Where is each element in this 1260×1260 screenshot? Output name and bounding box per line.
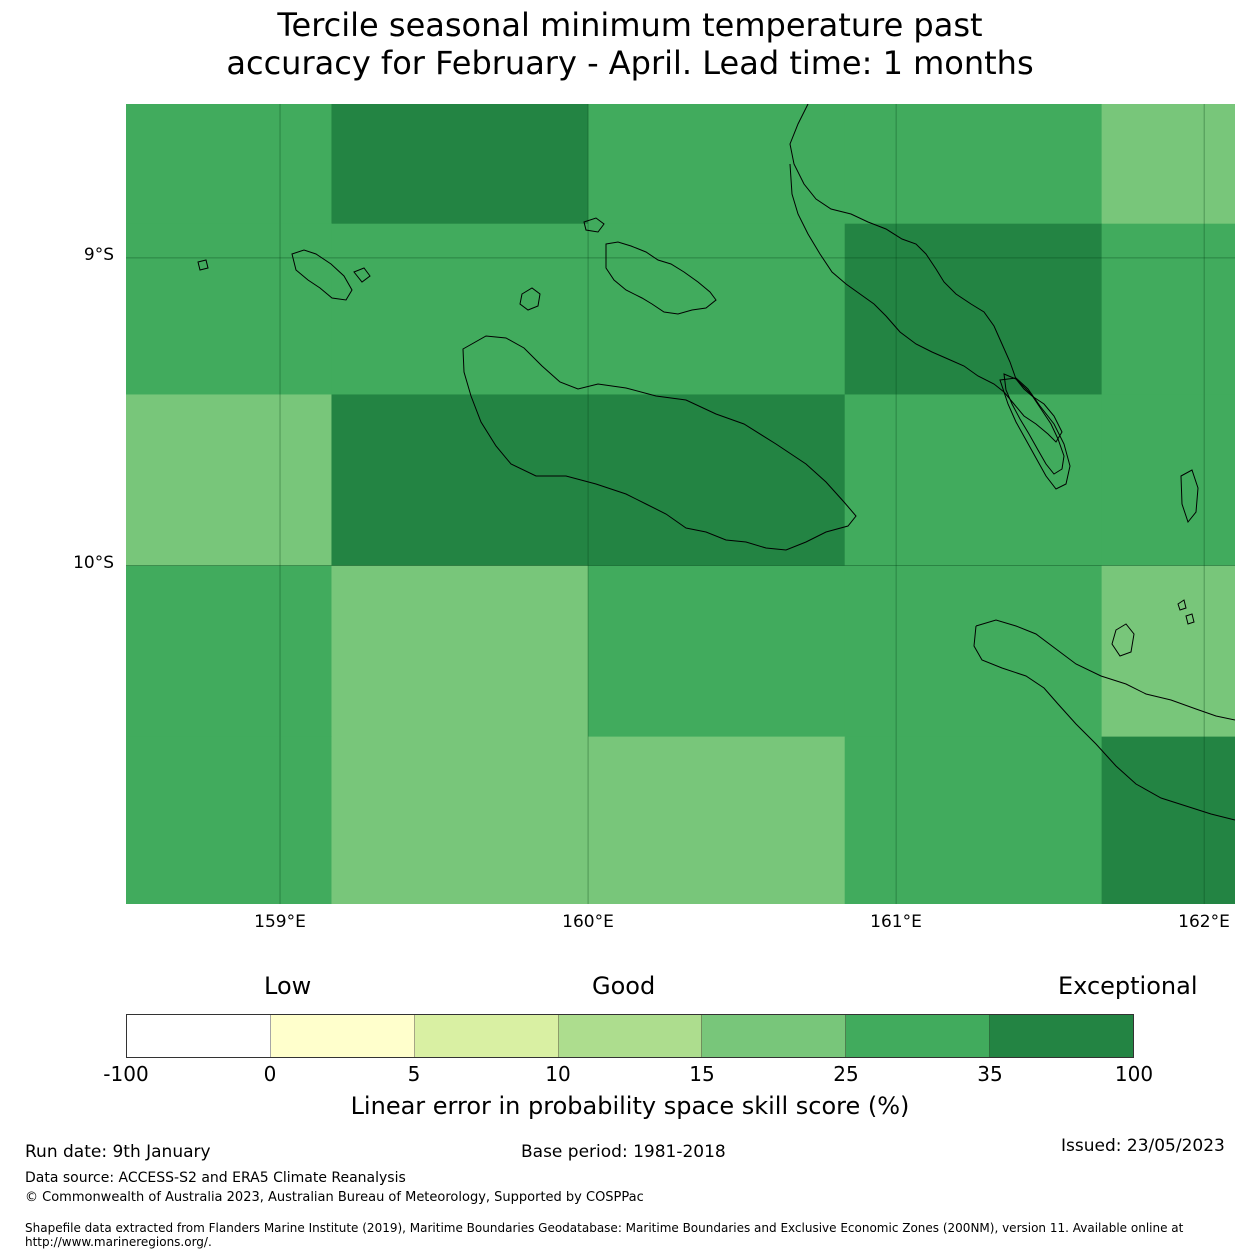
coastline-florida-islet	[583, 217, 605, 233]
grid-cell	[1101, 736, 1235, 904]
grid-cell	[126, 736, 332, 904]
grid-cell	[1101, 565, 1235, 738]
colorbar-tick-label: 5	[407, 1062, 421, 1086]
grid-cell	[844, 736, 1103, 904]
colorbar-tick-label: 100	[1114, 1062, 1154, 1086]
coastline-florida-islands	[605, 241, 717, 315]
coastline-savo	[519, 287, 541, 311]
colorbar	[126, 1014, 1134, 1058]
grid-cell	[588, 736, 846, 904]
colorbar-segment	[702, 1015, 847, 1057]
map-title: Tercile seasonal minimum temperature pas…	[0, 6, 1260, 82]
coastline-santa-isabel	[789, 104, 1063, 443]
grid-cell	[844, 223, 1103, 395]
skill-map	[126, 104, 1235, 904]
lat-tick-10s: 10°S	[73, 553, 114, 573]
lon-tick-160e: 160°E	[562, 912, 614, 932]
coastline-islet-se-1	[1177, 599, 1187, 611]
colorbar-tick-label: 35	[977, 1062, 1003, 1086]
lon-tick-162e: 162°E	[1178, 912, 1230, 932]
map-canvas	[126, 104, 1235, 904]
lon-tick-159e: 159°E	[254, 912, 306, 932]
coastlines	[197, 104, 1235, 821]
coastline-makira	[975, 619, 1235, 721]
grid-cell	[844, 394, 1103, 567]
grid-cell	[331, 565, 589, 738]
grid-cell	[331, 736, 589, 904]
grid-cell	[588, 565, 846, 738]
grid-cell	[588, 223, 846, 395]
grid-cell	[126, 104, 332, 225]
coastline-islet-w	[197, 259, 209, 271]
title-line-2: accuracy for February - April. Lead time…	[226, 44, 1034, 82]
copyright: © Commonwealth of Australia 2023, Austra…	[25, 1190, 644, 1205]
grid-cell	[1101, 223, 1235, 395]
grid-cell	[844, 104, 1103, 225]
colorbar-tick-label: -100	[103, 1062, 149, 1086]
colorbar-tick-label: 10	[545, 1062, 571, 1086]
grid-cell	[844, 565, 1103, 738]
grid-cell	[126, 394, 332, 567]
coastline-guadalcanal	[462, 335, 857, 551]
coastline-ugi	[1111, 623, 1135, 657]
run-date: Run date: 9th January	[25, 1142, 211, 1162]
grid-cell	[331, 394, 589, 567]
coastline-makira-south	[973, 625, 1235, 821]
coastline-russell-islands	[291, 249, 353, 301]
data-source: Data source: ACCESS-S2 and ERA5 Climate …	[25, 1170, 406, 1186]
grid-cell	[331, 104, 589, 225]
grid-cell	[126, 223, 332, 395]
coastline-santa-isabel-east	[1003, 373, 1065, 475]
grid-cell	[1101, 104, 1235, 225]
legend-category-exceptional: Exceptional	[1058, 972, 1198, 1000]
legend-category-low: Low	[264, 972, 312, 1000]
colorbar-segment	[846, 1015, 991, 1057]
skill-grid	[126, 104, 1235, 904]
lat-tick-9s: 9°S	[83, 245, 114, 265]
issued-date: Issued: 23/05/2023	[1061, 1136, 1225, 1156]
title-line-1: Tercile seasonal minimum temperature pas…	[277, 6, 983, 44]
shapefile-credit: Shapefile data extracted from Flanders M…	[25, 1221, 1184, 1249]
colorbar-segment	[990, 1015, 1134, 1057]
grid-cell	[588, 394, 846, 567]
colorbar-segment	[270, 1015, 415, 1057]
grid-cell	[331, 223, 589, 395]
lon-tick-161e: 161°E	[870, 912, 922, 932]
base-period: Base period: 1981-2018	[521, 1142, 726, 1162]
grid-cell	[126, 565, 332, 738]
coastline-russell-small	[353, 267, 371, 283]
grid-cell	[1101, 394, 1235, 567]
colorbar-segment	[127, 1015, 271, 1057]
colorbar-segment	[558, 1015, 703, 1057]
legend-category-good: Good	[592, 972, 656, 1000]
coastline-islet-east	[1180, 469, 1199, 524]
colorbar-tick-label: 15	[689, 1062, 715, 1086]
coastline-islet-se-2	[1185, 613, 1195, 625]
colorbar-segment	[414, 1015, 559, 1057]
colorbar-label: Linear error in probability space skill …	[350, 1092, 910, 1120]
colorbar-tick-label: 25	[833, 1062, 859, 1086]
grid-cell	[588, 104, 846, 225]
coastline-malaita	[999, 377, 1071, 490]
colorbar-tick-label: 0	[263, 1062, 277, 1086]
